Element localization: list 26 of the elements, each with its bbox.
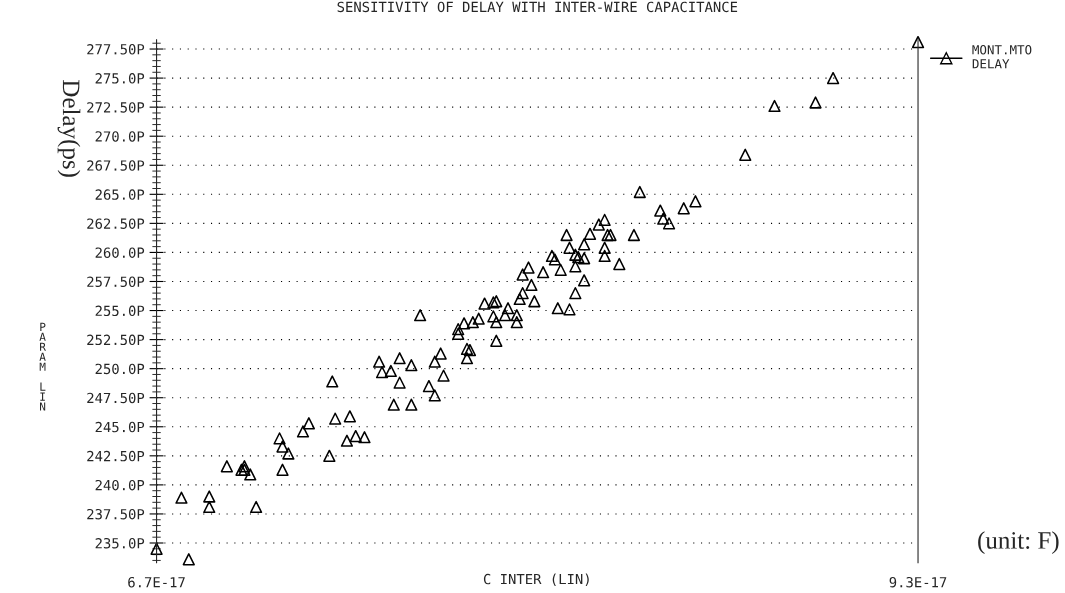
x-tick-label: 6.7E-17 bbox=[128, 576, 185, 588]
y-tick-label: 272.50P bbox=[87, 102, 145, 113]
y-tick-label: 277.50P bbox=[87, 44, 145, 55]
y-tick-label: 247.50P bbox=[87, 392, 145, 404]
y-tick-label: 237.50P bbox=[87, 508, 145, 520]
y-tick-label: 240.0P bbox=[95, 479, 145, 491]
y-tick-label: 275.0P bbox=[95, 73, 145, 84]
text: PARAM LIN bbox=[39, 322, 46, 411]
y-tick-label: 267.50P bbox=[87, 160, 145, 171]
text: (unit: F) bbox=[978, 531, 1059, 554]
y-tick-label: 270.0P bbox=[95, 131, 145, 142]
y-tick-label: 265.0P bbox=[95, 189, 145, 200]
y-tick-label: 252.50P bbox=[87, 334, 145, 346]
y-tick-label: 257.50P bbox=[87, 276, 145, 287]
y-tick-label: 262.50P bbox=[87, 218, 145, 229]
chart-title: SENSITIVITY OF DELAY WITH INTER-WIRE CAPACITANCE bbox=[337, 1, 738, 13]
legend-label: MONT.MTO DELAY bbox=[972, 45, 1032, 69]
y-tick-label: 260.0P bbox=[95, 247, 145, 258]
x-axis-title: C INTER (LIN) bbox=[483, 573, 589, 586]
y-tick-label: 245.0P bbox=[95, 421, 145, 433]
y-tick-label: 242.50P bbox=[87, 450, 145, 462]
y-tick-label: 255.0P bbox=[95, 305, 145, 317]
y-tick-label: 250.0P bbox=[95, 363, 145, 375]
y-axis-title: Delay(ps) bbox=[57, 80, 81, 177]
x-tick-label: 9.3E-17 bbox=[889, 576, 947, 588]
y-tick-label: 235.0P bbox=[95, 538, 145, 549]
